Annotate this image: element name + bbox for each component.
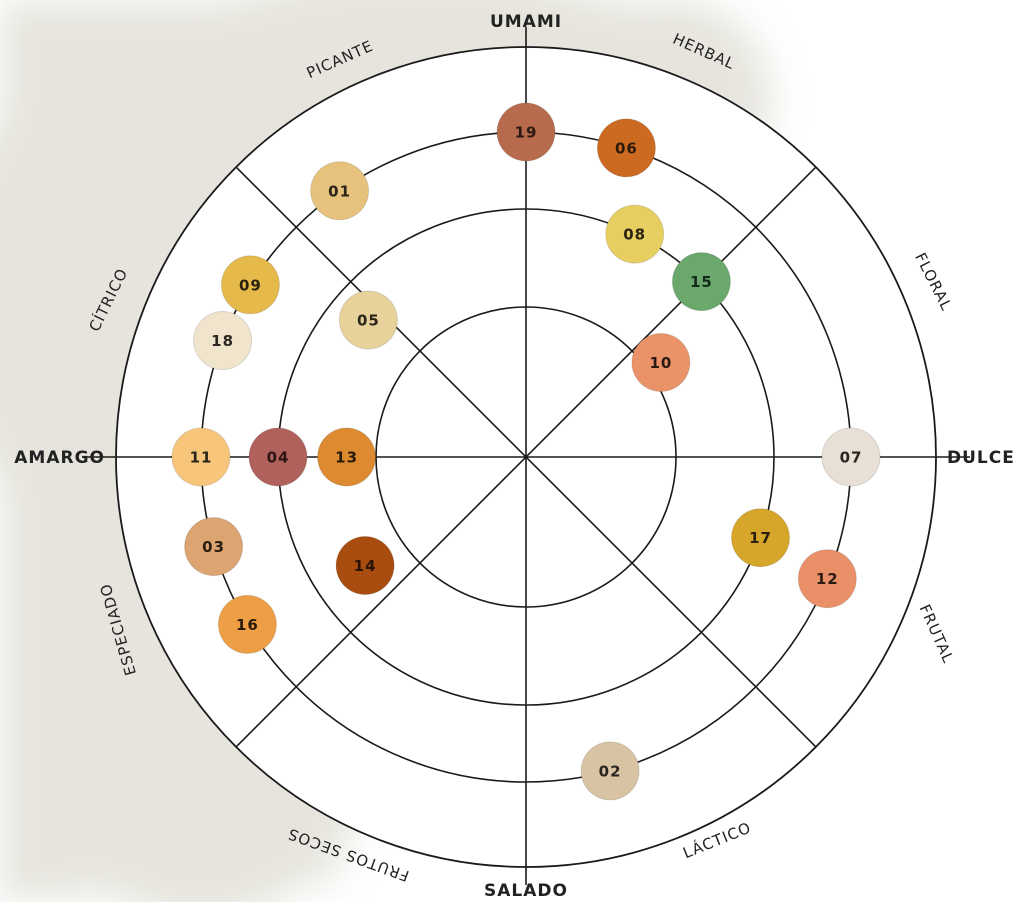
flavor-point-14: 14 <box>335 536 395 595</box>
flavor-point-circle <box>184 517 244 577</box>
flavor-point-16: 16 <box>217 594 277 654</box>
flavor-point-03: 03 <box>184 517 244 577</box>
flavor-point-circle <box>317 427 377 487</box>
flavor-point-label: 19 <box>515 124 538 142</box>
flavor-point-label: 15 <box>690 273 713 291</box>
flavor-point-01: 01 <box>310 161 370 221</box>
flavor-point-label: 17 <box>749 529 772 547</box>
flavor-point-13: 13 <box>317 427 377 487</box>
category-label-floral: FLORAL <box>911 250 956 314</box>
flavor-point-circle <box>335 536 395 595</box>
flavor-point-label: 05 <box>357 312 380 330</box>
flavor-point-label: 12 <box>816 570 839 588</box>
flavor-point-label: 16 <box>236 616 259 634</box>
flavor-point-10: 10 <box>631 333 691 392</box>
flavor-point-18: 18 <box>193 311 253 370</box>
flavor-point-11: 11 <box>171 427 231 487</box>
flavor-point-label: 08 <box>623 226 646 244</box>
flavor-point-circle <box>731 508 790 568</box>
flavor-point-02: 02 <box>580 741 640 801</box>
flavor-point-label: 06 <box>615 139 638 157</box>
flavor-point-08: 08 <box>605 204 665 264</box>
flavor-point-label: 03 <box>202 538 225 556</box>
flavor-point-label: 11 <box>190 449 213 467</box>
flavor-point-17: 17 <box>731 508 790 568</box>
flavor-point-circle <box>797 549 857 609</box>
flavor-point-label: 13 <box>335 449 358 467</box>
axis-label-top: UMAMI <box>490 12 562 32</box>
axis-label-bottom: SALADO <box>484 881 568 901</box>
axis-label-right: DULCE <box>947 448 1015 468</box>
axis-label-left: AMARGO <box>14 448 105 468</box>
category-label-frutal: FRUTAL <box>916 602 958 667</box>
flavor-point-label: 04 <box>267 449 290 467</box>
flavor-point-circle <box>193 311 253 370</box>
flavor-point-circle <box>580 741 640 801</box>
flavor-point-circle <box>631 333 691 392</box>
flavor-point-circle <box>605 204 665 264</box>
flavor-point-circle <box>338 290 398 350</box>
flavor-point-circle <box>821 427 881 487</box>
flavor-point-09: 09 <box>220 255 280 315</box>
flavor-point-circle <box>310 161 370 221</box>
flavor-point-circle <box>171 427 231 487</box>
flavor-point-15: 15 <box>671 252 731 312</box>
flavor-point-06: 06 <box>596 118 656 178</box>
flavor-point-label: 09 <box>239 276 262 294</box>
flavor-point-12: 12 <box>797 549 857 609</box>
flavor-point-label: 18 <box>211 332 234 350</box>
flavor-point-19: 19 <box>496 102 556 162</box>
flavor-point-circle <box>596 118 656 178</box>
flavor-point-label: 07 <box>840 449 863 467</box>
flavor-point-label: 01 <box>328 182 351 200</box>
flavor-point-circle <box>217 594 277 654</box>
flavor-point-label: 14 <box>354 557 377 575</box>
flavor-point-05: 05 <box>338 290 398 350</box>
flavor-point-circle <box>220 255 280 315</box>
flavor-point-circle <box>248 427 308 487</box>
flavor-point-label: 10 <box>649 354 672 372</box>
flavor-point-label: 02 <box>599 762 622 780</box>
flavor-point-circle <box>671 252 731 312</box>
flavor-point-04: 04 <box>248 427 308 487</box>
flavor-point-07: 07 <box>821 427 881 487</box>
flavor-points: 19 06 01 09 18 11 03 16 07 12 02 08 15 17 04 05 13 14 10 <box>171 102 881 801</box>
flavor-point-circle <box>496 102 556 162</box>
